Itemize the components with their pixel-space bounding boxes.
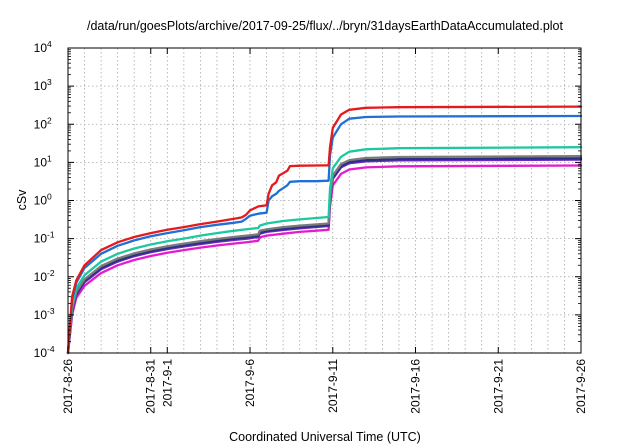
y-tick-label: 10-1 xyxy=(34,230,55,246)
series-line xyxy=(66,157,583,355)
ticks xyxy=(67,47,582,354)
y-tick-label: 103 xyxy=(34,77,52,93)
y-tick-exponent: -1 xyxy=(47,230,55,240)
y-tick-label: 10-3 xyxy=(34,306,55,322)
chart-title: /data/run/goesPlots/archive/2017-09-25/f… xyxy=(87,19,563,33)
grid xyxy=(68,48,581,353)
x-tick-labels: 2017-8-26 2017-8-31 2017-9-1 2017-9-6 2017-9… xyxy=(61,359,588,414)
series-line xyxy=(66,155,583,355)
x-tick-label: 2017-9-1 xyxy=(160,359,174,407)
x-axis-label: Coordinated Universal Time (UTC) xyxy=(229,430,421,444)
x-tick-label: 2017-9-11 xyxy=(326,359,340,413)
y-tick-label: 101 xyxy=(34,153,52,169)
x-tick-label: 2017-9-16 xyxy=(409,359,423,414)
x-tick-label: 2017-8-31 xyxy=(144,359,158,414)
y-tick-exponent: -2 xyxy=(47,268,55,278)
series-line xyxy=(66,164,583,355)
y-tick-label: 10-2 xyxy=(34,268,55,284)
y-tick-exponent: -4 xyxy=(47,344,55,354)
y-tick-exponent: -3 xyxy=(47,306,55,316)
y-tick-exponent: 3 xyxy=(47,77,52,87)
y-tick-exponent: 0 xyxy=(47,192,52,202)
y-tick-exponent: 2 xyxy=(47,115,52,125)
y-axis-label: cSv xyxy=(15,189,29,211)
x-tick-label: 2017-9-26 xyxy=(574,359,588,414)
y-tick-exponent: 1 xyxy=(47,153,52,163)
series-layer xyxy=(66,105,583,355)
series-line xyxy=(66,105,583,355)
y-tick-label: 104 xyxy=(34,39,52,55)
y-tick-label: 102 xyxy=(34,115,52,131)
y-tick-exponent: 4 xyxy=(47,39,52,49)
series-line xyxy=(66,146,583,355)
x-tick-label: 2017-8-26 xyxy=(61,359,75,414)
y-tick-label: 10-4 xyxy=(34,344,55,360)
y-tick-label: 100 xyxy=(34,192,52,208)
x-tick-label: 2017-9-21 xyxy=(491,359,505,414)
x-tick-label: 2017-9-6 xyxy=(243,359,257,407)
